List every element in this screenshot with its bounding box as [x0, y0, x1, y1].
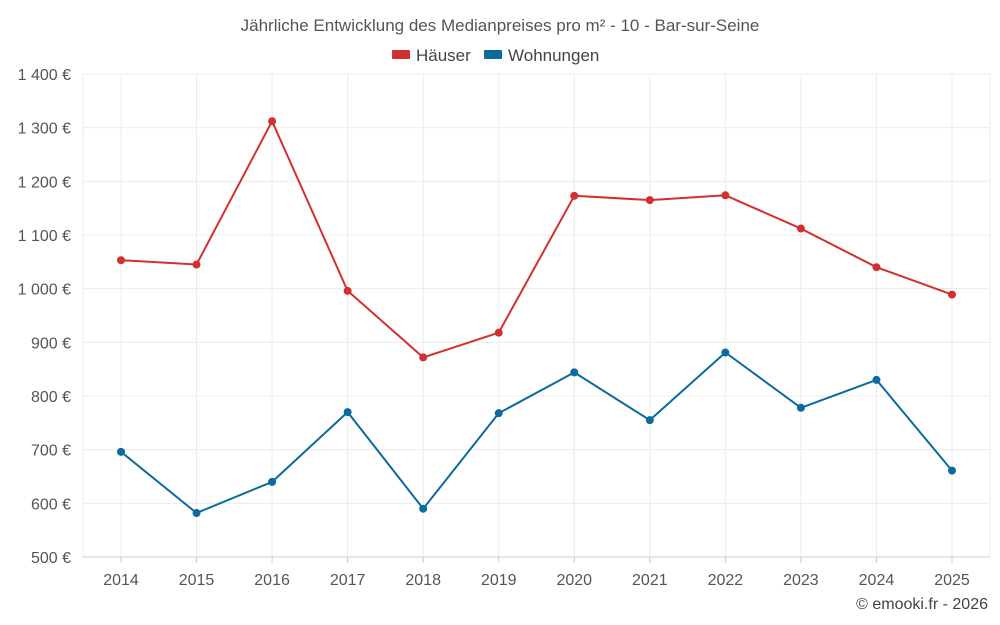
y-tick-label: 500 € — [31, 550, 71, 567]
series-points — [117, 117, 956, 517]
y-tick-label: 1 100 € — [18, 228, 71, 245]
y-tick-label: 700 € — [31, 443, 71, 460]
x-tick-label: 2018 — [405, 572, 441, 589]
data-point-haeuser-2017[interactable] — [343, 286, 352, 295]
x-tick-label: 2020 — [556, 572, 592, 589]
data-point-haeuser-2018[interactable] — [419, 353, 428, 362]
x-tick-label: 2025 — [934, 572, 970, 589]
x-tick-label: 2014 — [103, 572, 139, 589]
data-point-haeuser-2025[interactable] — [948, 290, 956, 299]
legend: Häuser Wohnungen — [392, 46, 599, 65]
y-tick-label: 900 € — [31, 335, 71, 352]
data-point-haeuser-2022[interactable] — [721, 191, 730, 200]
x-tick-label: 2016 — [254, 572, 290, 589]
x-tick-label: 2022 — [708, 572, 744, 589]
data-point-wohnungen-2024[interactable] — [872, 375, 881, 384]
legend-swatch-haeuser — [392, 50, 410, 59]
legend-label-haeuser: Häuser — [416, 46, 471, 65]
data-point-wohnungen-2022[interactable] — [721, 348, 730, 357]
legend-label-wohnungen: Wohnungen — [508, 46, 599, 65]
data-point-haeuser-2019[interactable] — [494, 328, 503, 337]
data-point-wohnungen-2019[interactable] — [494, 409, 503, 418]
x-tick-label: 2015 — [179, 572, 215, 589]
data-point-haeuser-2021[interactable] — [645, 196, 654, 205]
x-tick-label: 2023 — [783, 572, 819, 589]
data-point-haeuser-2020[interactable] — [570, 191, 579, 200]
x-gridlines — [82, 74, 991, 557]
series-line-haeuser — [120, 120, 953, 359]
y-gridlines — [83, 73, 990, 504]
data-point-wohnungen-2014[interactable] — [117, 447, 125, 456]
data-point-wohnungen-2018[interactable] — [419, 504, 428, 513]
data-point-wohnungen-2016[interactable] — [268, 477, 277, 486]
legend-swatch-wohnungen — [484, 50, 502, 59]
y-tick-label: 1 300 € — [18, 121, 71, 138]
data-point-haeuser-2014[interactable] — [117, 256, 125, 265]
data-point-wohnungen-2020[interactable] — [570, 368, 579, 377]
data-point-wohnungen-2025[interactable] — [948, 466, 956, 475]
data-point-wohnungen-2017[interactable] — [343, 408, 352, 417]
x-tick-label: 2024 — [859, 572, 895, 589]
y-tick-label: 1 200 € — [18, 174, 71, 191]
y-tick-label: 1 400 € — [18, 67, 71, 84]
data-point-wohnungen-2021[interactable] — [645, 416, 654, 425]
data-point-haeuser-2016[interactable] — [268, 117, 277, 126]
x-axis-ticks: 2014 2015 2016 2017 2018 2019 2020 2021 2022 2023… — [103, 557, 970, 589]
chart-title: Jährliche Entwicklung des Medianpreises … — [241, 16, 760, 35]
x-tick-label: 2021 — [632, 572, 668, 589]
x-tick-label: 2019 — [481, 572, 517, 589]
y-tick-label: 600 € — [31, 496, 71, 513]
series-lines — [120, 120, 953, 514]
x-tick-label: 2017 — [330, 572, 366, 589]
data-point-haeuser-2024[interactable] — [872, 263, 881, 272]
data-point-wohnungen-2023[interactable] — [796, 403, 805, 412]
y-axis-ticks: 500 € 600 € 700 € 800 € 900 € 1 000 € 1 100 € 1… — [18, 67, 71, 567]
data-point-haeuser-2023[interactable] — [796, 224, 805, 233]
legend-item-haeuser[interactable]: Häuser — [392, 46, 471, 65]
legend-item-wohnungen[interactable]: Wohnungen — [484, 46, 599, 65]
y-tick-label: 800 € — [31, 389, 71, 406]
series-line-wohnungen — [120, 351, 953, 514]
y-tick-label: 1 000 € — [18, 282, 71, 299]
data-point-haeuser-2015[interactable] — [192, 260, 201, 269]
data-point-wohnungen-2015[interactable] — [192, 508, 201, 517]
credit-text: © emooki.fr - 2026 — [856, 596, 988, 613]
